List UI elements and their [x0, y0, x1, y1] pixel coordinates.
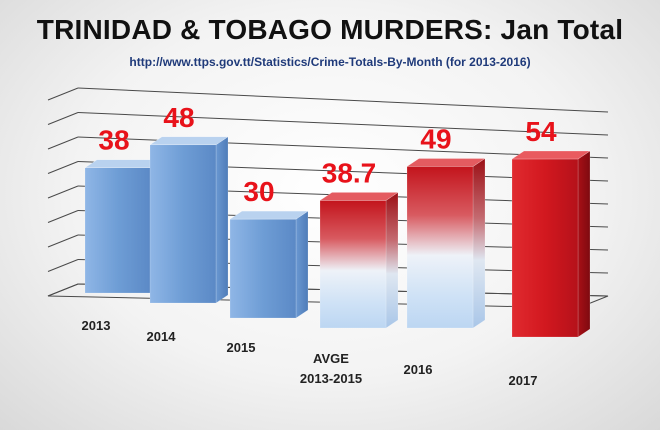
gridline-side — [47, 234, 79, 248]
bar-front — [149, 144, 217, 304]
bar-top — [229, 210, 309, 220]
value-label: 38.7 — [322, 157, 377, 188]
value-label: 48 — [163, 102, 194, 133]
bar-front — [229, 218, 297, 319]
bar-front — [511, 158, 579, 338]
x-tick-label: 2013 — [82, 318, 111, 333]
x-tick-label: AVGE — [313, 351, 349, 366]
bar-top — [406, 158, 486, 167]
x-tick-label: 2017 — [509, 373, 538, 388]
gridline-side — [47, 112, 79, 125]
x-tick-label: 2013-2015 — [300, 371, 362, 386]
gridline-side — [47, 87, 79, 101]
bar — [149, 136, 229, 304]
bar — [229, 210, 309, 319]
gridline-side — [47, 136, 79, 150]
bar-side — [295, 210, 309, 319]
bar — [406, 158, 486, 329]
bar-side — [577, 150, 591, 338]
value-label: 49 — [420, 123, 451, 154]
gridline — [77, 87, 609, 113]
chart-subtitle: http://www.ttps.gov.tt/Statistics/Crime-… — [129, 55, 531, 69]
gridline-side — [47, 161, 79, 174]
value-label: 30 — [243, 176, 274, 207]
value-label: 54 — [525, 116, 557, 147]
gridline-side — [47, 259, 79, 272]
bar-top — [149, 136, 229, 146]
bar-side — [472, 158, 486, 329]
bar-top — [511, 150, 591, 160]
bar-front — [84, 167, 152, 294]
x-tick-label: 2015 — [227, 340, 256, 355]
bar-side — [385, 191, 399, 329]
bar-side — [215, 136, 229, 304]
x-tick-label: 2014 — [147, 329, 177, 344]
gridline — [77, 112, 609, 136]
chart-floor — [47, 283, 609, 309]
x-axis-labels: 2013 2014 2015 AVGE 2013-2015 2016 2017 — [82, 318, 538, 388]
bar — [511, 150, 591, 338]
bar-top — [319, 192, 399, 201]
gridline-side — [47, 210, 79, 223]
chart-title: TRINIDAD & TOBAGO MURDERS: Jan Total — [36, 14, 624, 45]
value-label: 38 — [98, 125, 129, 156]
value-labels: 38 48 30 38.7 49 54 — [98, 102, 557, 207]
gridline-side — [47, 185, 79, 199]
x-tick-label: 2016 — [404, 362, 433, 377]
bars — [84, 136, 591, 338]
bar — [319, 191, 399, 329]
bar-front — [406, 166, 474, 329]
bar-front — [319, 200, 387, 329]
